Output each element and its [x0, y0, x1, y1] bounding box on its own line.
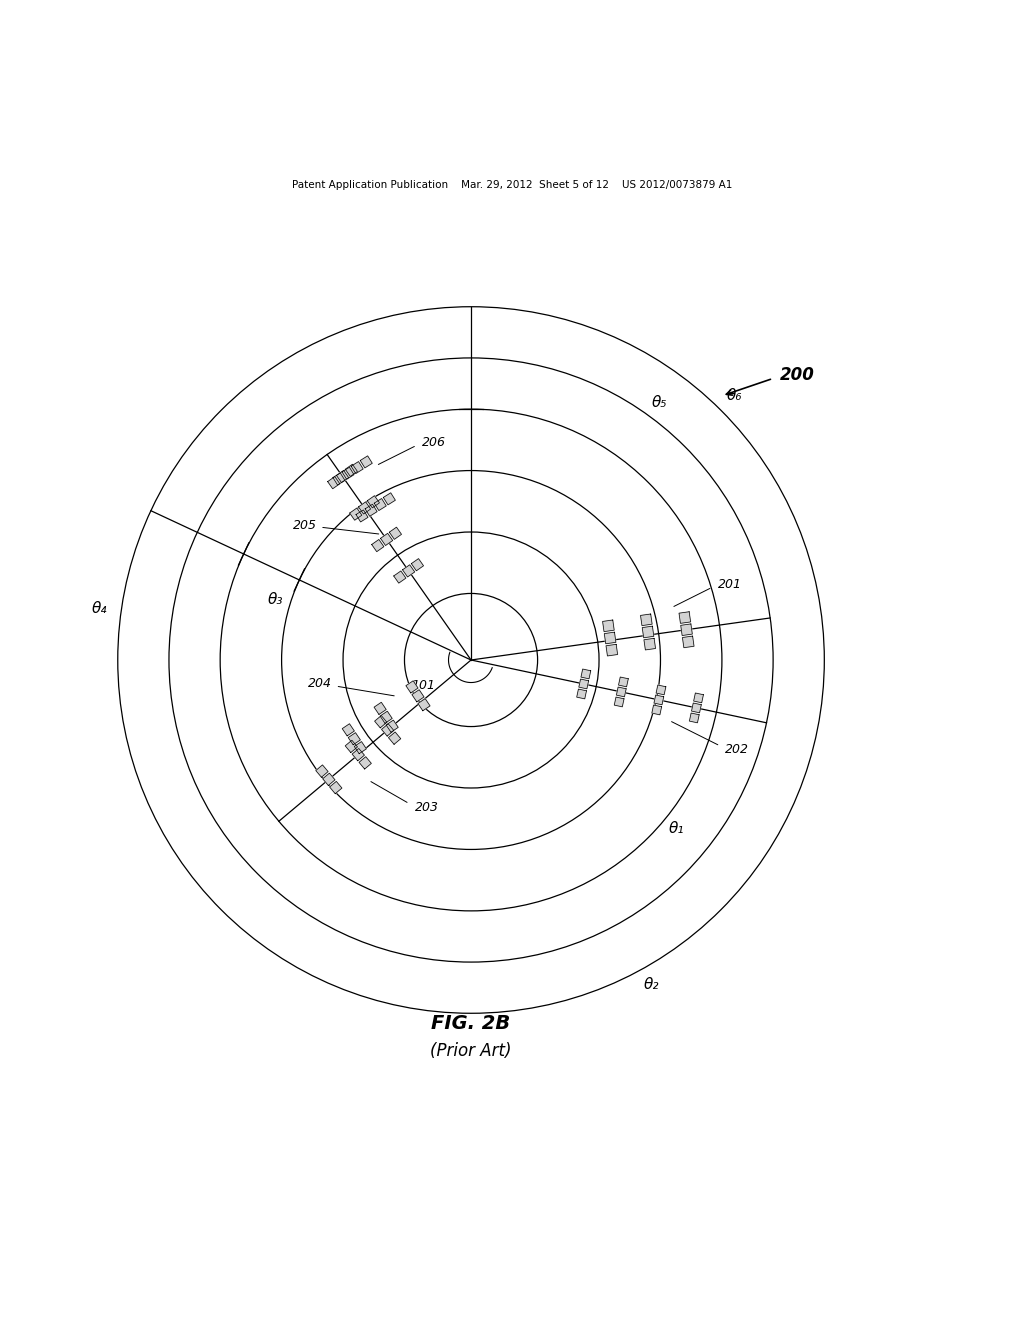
Polygon shape: [375, 715, 387, 727]
Polygon shape: [337, 470, 348, 483]
Polygon shape: [389, 527, 401, 540]
Polygon shape: [380, 711, 392, 723]
Polygon shape: [654, 696, 664, 705]
Polygon shape: [641, 614, 652, 626]
Polygon shape: [354, 742, 367, 754]
Polygon shape: [618, 677, 629, 686]
Text: θ₆: θ₆: [726, 388, 741, 403]
Text: 204: 204: [308, 677, 333, 690]
Polygon shape: [356, 510, 368, 521]
Polygon shape: [606, 644, 617, 656]
Text: 206: 206: [422, 436, 446, 449]
Text: θ₃: θ₃: [268, 591, 284, 607]
Text: 101: 101: [412, 678, 435, 692]
Text: 203: 203: [415, 801, 438, 814]
Polygon shape: [374, 499, 386, 511]
Polygon shape: [581, 669, 591, 678]
Polygon shape: [412, 558, 424, 570]
Text: θ₅: θ₅: [651, 395, 667, 411]
Polygon shape: [323, 774, 335, 785]
Polygon shape: [602, 620, 614, 631]
Polygon shape: [333, 473, 345, 484]
Polygon shape: [382, 723, 394, 737]
Polygon shape: [352, 748, 365, 760]
Polygon shape: [394, 572, 406, 583]
Polygon shape: [656, 685, 666, 694]
Polygon shape: [412, 690, 424, 702]
Polygon shape: [689, 713, 699, 723]
Text: 201: 201: [718, 578, 741, 590]
Polygon shape: [388, 733, 400, 744]
Text: θ₁: θ₁: [669, 821, 684, 836]
Polygon shape: [350, 508, 361, 520]
Polygon shape: [681, 624, 692, 635]
Polygon shape: [315, 764, 328, 777]
Polygon shape: [351, 462, 364, 474]
Text: θ₂: θ₂: [643, 977, 659, 991]
Polygon shape: [679, 611, 690, 623]
Polygon shape: [693, 693, 703, 702]
Polygon shape: [406, 681, 418, 693]
Polygon shape: [342, 723, 354, 735]
Polygon shape: [386, 721, 398, 733]
Polygon shape: [644, 639, 655, 649]
Text: Patent Application Publication    Mar. 29, 2012  Sheet 5 of 12    US 2012/007387: Patent Application Publication Mar. 29, …: [292, 180, 732, 190]
Polygon shape: [345, 465, 357, 477]
Polygon shape: [642, 626, 653, 638]
Polygon shape: [652, 705, 662, 715]
Text: 205: 205: [293, 519, 317, 532]
Polygon shape: [604, 632, 615, 644]
Polygon shape: [348, 733, 360, 744]
Polygon shape: [381, 533, 392, 545]
Polygon shape: [418, 698, 430, 710]
Text: 202: 202: [725, 743, 750, 755]
Polygon shape: [374, 702, 386, 714]
Polygon shape: [682, 636, 694, 648]
Text: 200: 200: [780, 367, 815, 384]
Polygon shape: [360, 455, 373, 467]
Polygon shape: [358, 502, 371, 513]
Polygon shape: [614, 697, 624, 706]
Text: θ₄: θ₄: [92, 602, 108, 616]
Polygon shape: [366, 504, 377, 516]
Polygon shape: [328, 477, 340, 488]
Polygon shape: [342, 467, 354, 479]
Polygon shape: [368, 496, 380, 508]
Polygon shape: [402, 565, 415, 577]
Polygon shape: [345, 741, 357, 752]
Polygon shape: [330, 781, 342, 793]
Polygon shape: [577, 689, 587, 698]
Polygon shape: [372, 540, 384, 552]
Polygon shape: [359, 756, 372, 770]
Text: (Prior Art): (Prior Art): [430, 1043, 512, 1060]
Polygon shape: [383, 492, 395, 504]
Polygon shape: [616, 688, 626, 697]
Polygon shape: [691, 704, 701, 713]
Text: FIG. 2B: FIG. 2B: [431, 1014, 511, 1034]
Polygon shape: [579, 678, 589, 689]
